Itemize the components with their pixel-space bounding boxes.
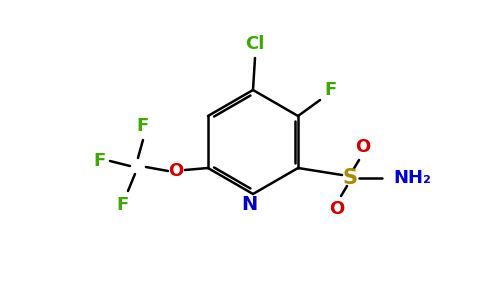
Text: N: N [241, 194, 257, 214]
Text: F: F [324, 81, 336, 99]
Text: O: O [355, 138, 371, 156]
Text: Cl: Cl [245, 35, 265, 53]
Text: O: O [168, 162, 183, 180]
Text: F: F [117, 196, 129, 214]
Text: F: F [94, 152, 106, 170]
Text: O: O [330, 200, 345, 218]
Text: F: F [137, 117, 149, 135]
Text: NH₂: NH₂ [393, 169, 431, 187]
Text: S: S [343, 168, 358, 188]
